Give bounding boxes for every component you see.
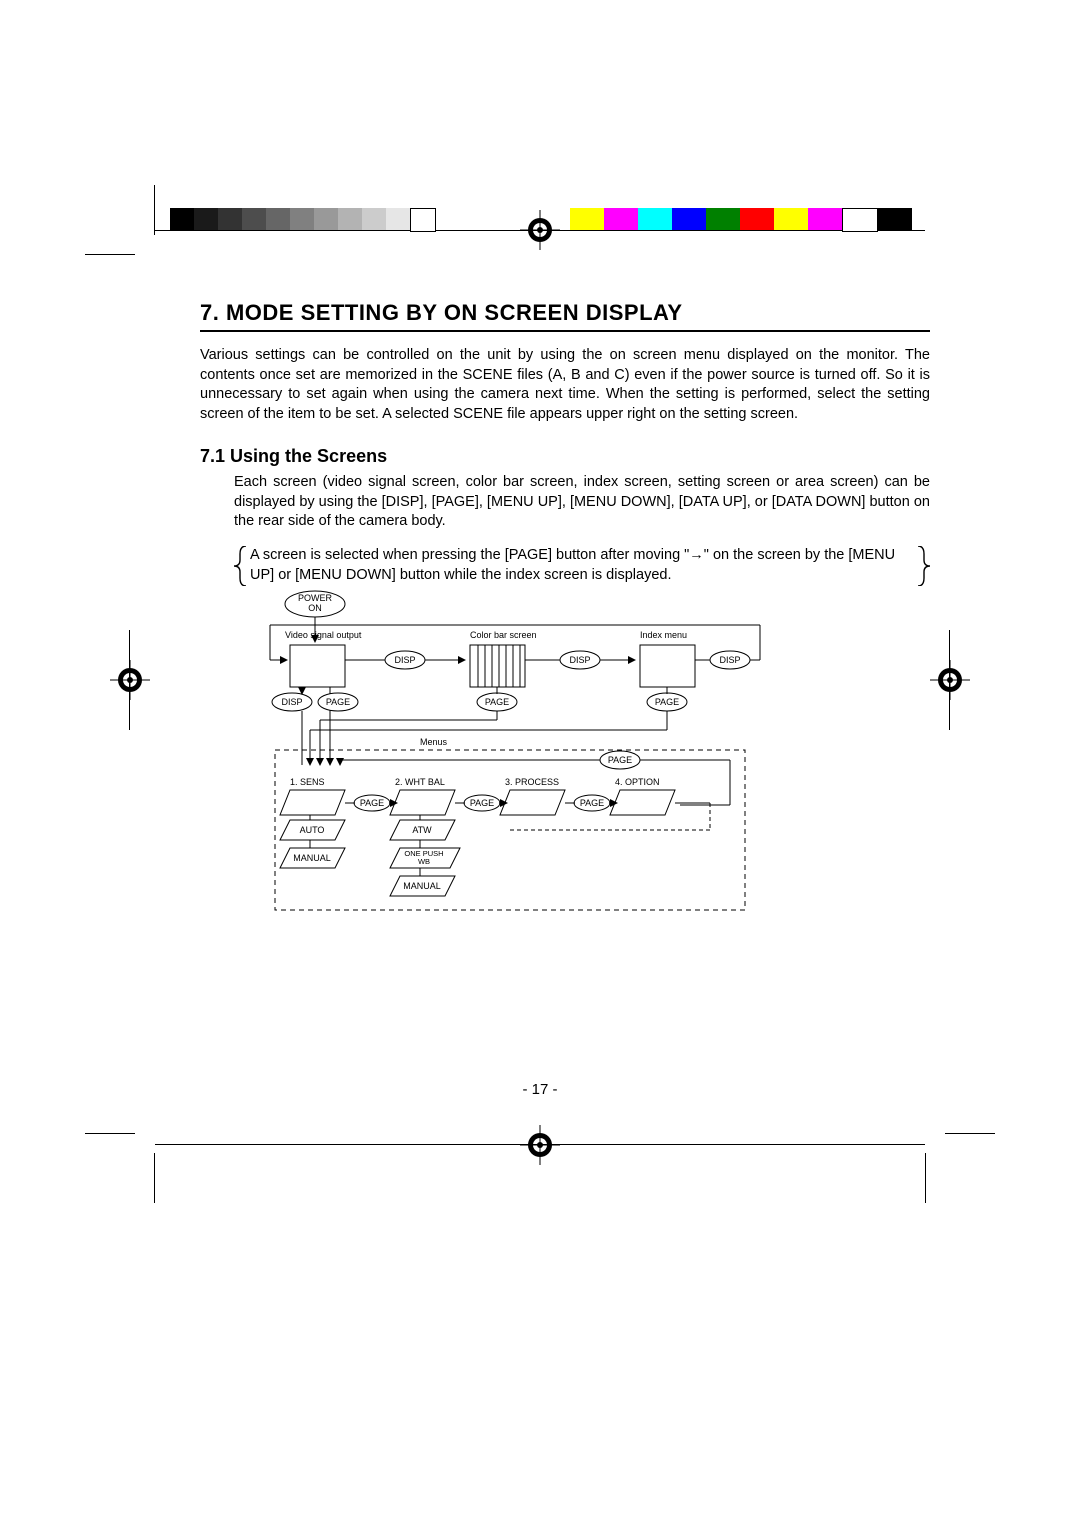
subsection-number: 7.1 bbox=[200, 446, 225, 466]
section-body: Various settings can be controlled on th… bbox=[200, 346, 930, 424]
grayscale-bar bbox=[170, 208, 436, 230]
note-block: A screen is selected when pressing the [… bbox=[234, 546, 930, 586]
brace-right-icon bbox=[916, 546, 930, 586]
crop-mark-tl bbox=[95, 195, 155, 255]
content-area: 7. MODE SETTING BY ON SCREEN DISPLAY Var… bbox=[200, 300, 930, 586]
subsection-body: Each screen (video signal screen, color … bbox=[234, 473, 930, 532]
subsection-title-text: Using the Screens bbox=[230, 446, 387, 466]
label-process: 3. PROCESS bbox=[505, 777, 559, 787]
subsection-title: 7.1 Using the Screens bbox=[200, 446, 930, 467]
svg-text:WB: WB bbox=[418, 857, 430, 866]
label-disp-1: DISP bbox=[394, 655, 415, 665]
left-rule bbox=[129, 630, 130, 730]
label-disp-3: DISP bbox=[719, 655, 740, 665]
section-title: 7. MODE SETTING BY ON SCREEN DISPLAY bbox=[200, 300, 930, 326]
label-color-bar: Color bar screen bbox=[470, 630, 537, 640]
section-title-text: MODE SETTING BY ON SCREEN DISPLAY bbox=[226, 300, 683, 325]
label-page-3: PAGE bbox=[655, 697, 679, 707]
label-page-2: PAGE bbox=[485, 697, 509, 707]
label-sens: 1. SENS bbox=[290, 777, 325, 787]
label-page-1: PAGE bbox=[326, 697, 350, 707]
label-menus: Menus bbox=[420, 737, 448, 747]
bottom-rule bbox=[155, 1144, 925, 1145]
note-text: A screen is selected when pressing the [… bbox=[248, 546, 916, 586]
label-index-menu: Index menu bbox=[640, 630, 687, 640]
label-page-4: PAGE bbox=[608, 755, 632, 765]
registration-mark-left bbox=[110, 660, 150, 700]
label-page-6: PAGE bbox=[470, 798, 494, 808]
label-page-5: PAGE bbox=[360, 798, 384, 808]
label-wht-bal: 2. WHT BAL bbox=[395, 777, 445, 787]
label-auto: AUTO bbox=[300, 825, 325, 835]
label-manual-2: MANUAL bbox=[403, 881, 441, 891]
page: 7. MODE SETTING BY ON SCREEN DISPLAY Var… bbox=[0, 0, 1080, 1528]
crop-mark-br bbox=[925, 1133, 985, 1193]
color-bar bbox=[570, 208, 912, 230]
page-number: - 17 - bbox=[0, 1081, 1080, 1098]
crop-mark-bl bbox=[95, 1133, 155, 1193]
top-rule bbox=[155, 230, 925, 231]
label-option: 4. OPTION bbox=[615, 777, 660, 787]
brace-left-icon bbox=[234, 546, 248, 586]
label-video-signal: Video signal output bbox=[285, 630, 362, 640]
flow-diagram: POWER ON Video signal output Color bar s… bbox=[260, 590, 830, 930]
label-manual-1: MANUAL bbox=[293, 853, 331, 863]
section-number: 7. bbox=[200, 300, 219, 325]
label-page-7: PAGE bbox=[580, 798, 604, 808]
svg-text:ON: ON bbox=[308, 603, 322, 613]
registration-mark-right bbox=[930, 660, 970, 700]
label-disp-2: DISP bbox=[569, 655, 590, 665]
label-disp-4: DISP bbox=[281, 697, 302, 707]
right-rule bbox=[949, 630, 950, 730]
section-rule bbox=[200, 330, 930, 332]
label-atw: ATW bbox=[412, 825, 432, 835]
label-power: POWER bbox=[298, 593, 333, 603]
registration-mark-bottom bbox=[520, 1125, 560, 1165]
